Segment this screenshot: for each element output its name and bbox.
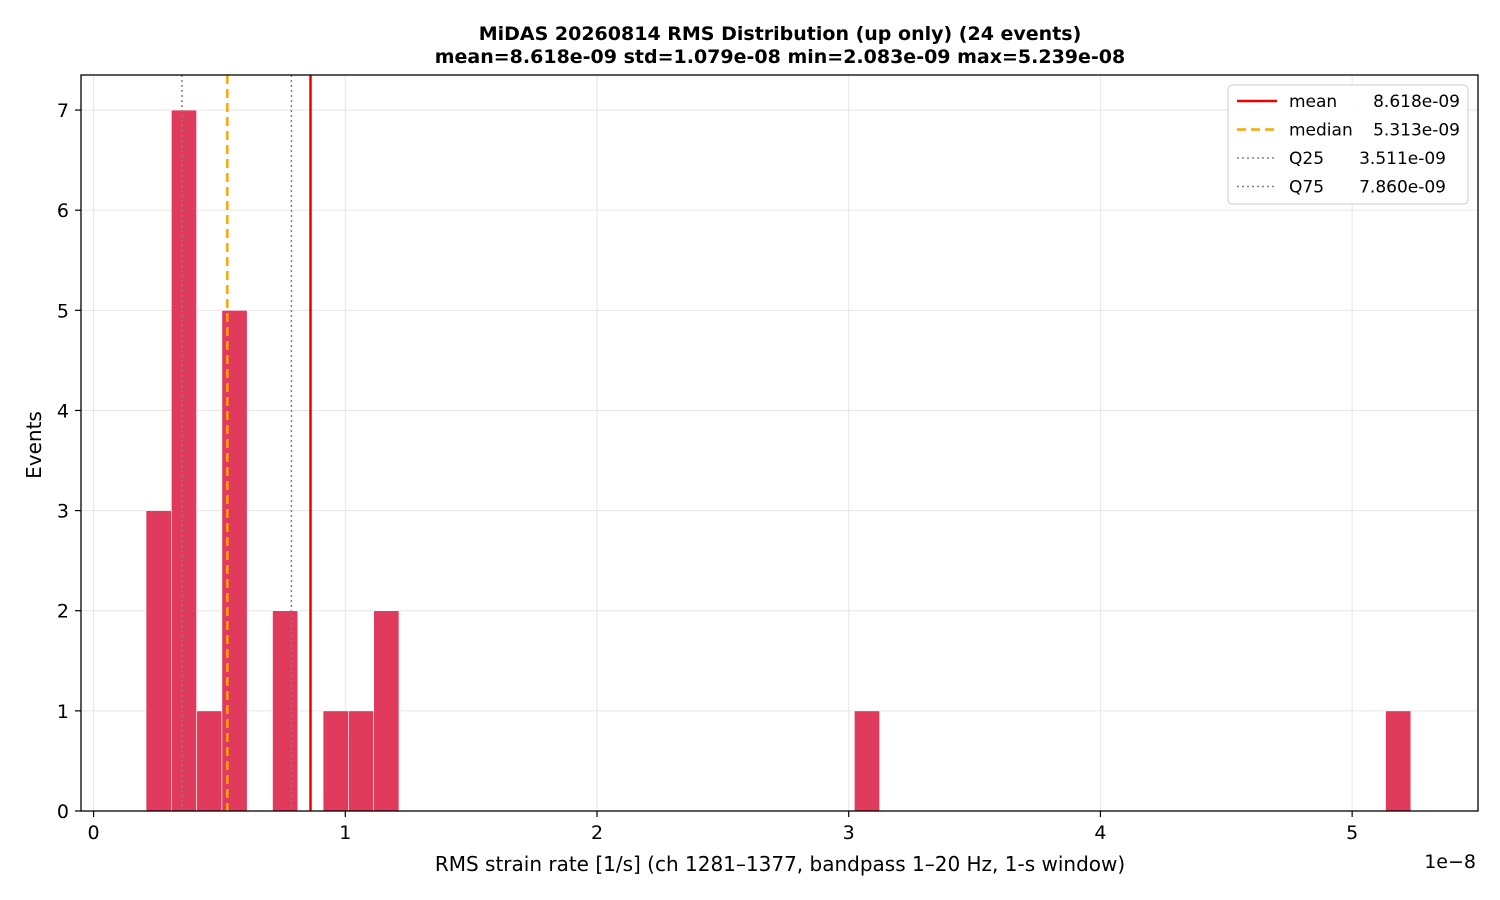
chart-subtitle: mean=8.618e-09 std=1.079e-08 min=2.083e-… — [435, 46, 1126, 68]
y-tick-label-7: 7 — [57, 100, 69, 122]
x-axis-label: RMS strain rate [1/s] (ch 1281–1377, ban… — [435, 852, 1125, 876]
plot-frame — [80, 74, 1479, 812]
histogram-bar-4 — [272, 610, 299, 812]
x-tick-label-3: 3 — [843, 822, 855, 844]
chart-title: MiDAS 20260814 RMS Distribution (up only… — [479, 23, 1082, 45]
x-tick-label-2: 2 — [591, 822, 603, 844]
reference-lines — [181, 75, 312, 811]
legend-value-mean: 8.618e-09 — [1373, 92, 1460, 112]
y-tick-label-0: 0 — [57, 801, 69, 823]
legend-label-mean: mean — [1289, 92, 1337, 112]
histogram-bar-5 — [322, 710, 349, 812]
histogram-bar-6 — [348, 710, 374, 812]
legend: mean 8.618e-09 median 5.313e-09 Q25 3.511e-09… — [1227, 84, 1469, 205]
legend-box — [1227, 84, 1469, 205]
y-axis-label: Events — [22, 411, 46, 479]
histogram-bar-9 — [1385, 710, 1412, 812]
y-tick-label-5: 5 — [57, 300, 69, 322]
y-tick-label-4: 4 — [57, 400, 69, 422]
legend-value-Q75: 7.860e-09 — [1359, 178, 1446, 198]
x-tick-label-0: 0 — [88, 822, 100, 844]
x-axis-offset-label: 1e−8 — [1424, 851, 1476, 873]
histogram-bars — [145, 109, 1412, 812]
histogram-bar-1 — [171, 109, 197, 812]
histogram-bar-0 — [145, 510, 172, 812]
legend-label-median: median — [1289, 121, 1353, 141]
legend-label-Q75: Q75 — [1289, 178, 1324, 198]
x-tick-label-4: 4 — [1094, 822, 1106, 844]
histogram-bar-3 — [221, 310, 248, 812]
x-tick-label-5: 5 — [1346, 822, 1358, 844]
legend-value-Q25: 3.511e-09 — [1359, 149, 1446, 169]
x-tick-label-1: 1 — [339, 822, 351, 844]
histogram-bar-7 — [373, 610, 400, 812]
y-tick-label-6: 6 — [57, 200, 69, 222]
y-tick-label-1: 1 — [57, 701, 69, 723]
y-tick-label-3: 3 — [57, 501, 69, 523]
y-axis-ticks: 0 1 2 3 4 5 6 7 — [57, 100, 81, 823]
y-tick-label-2: 2 — [57, 601, 69, 623]
x-axis-ticks: 0 1 2 3 4 5 — [88, 811, 1358, 844]
histogram-bar-2 — [196, 710, 223, 812]
legend-value-median: 5.313e-09 — [1373, 121, 1460, 141]
legend-label-Q25: Q25 — [1289, 149, 1324, 169]
histogram-bar-8 — [854, 710, 880, 812]
